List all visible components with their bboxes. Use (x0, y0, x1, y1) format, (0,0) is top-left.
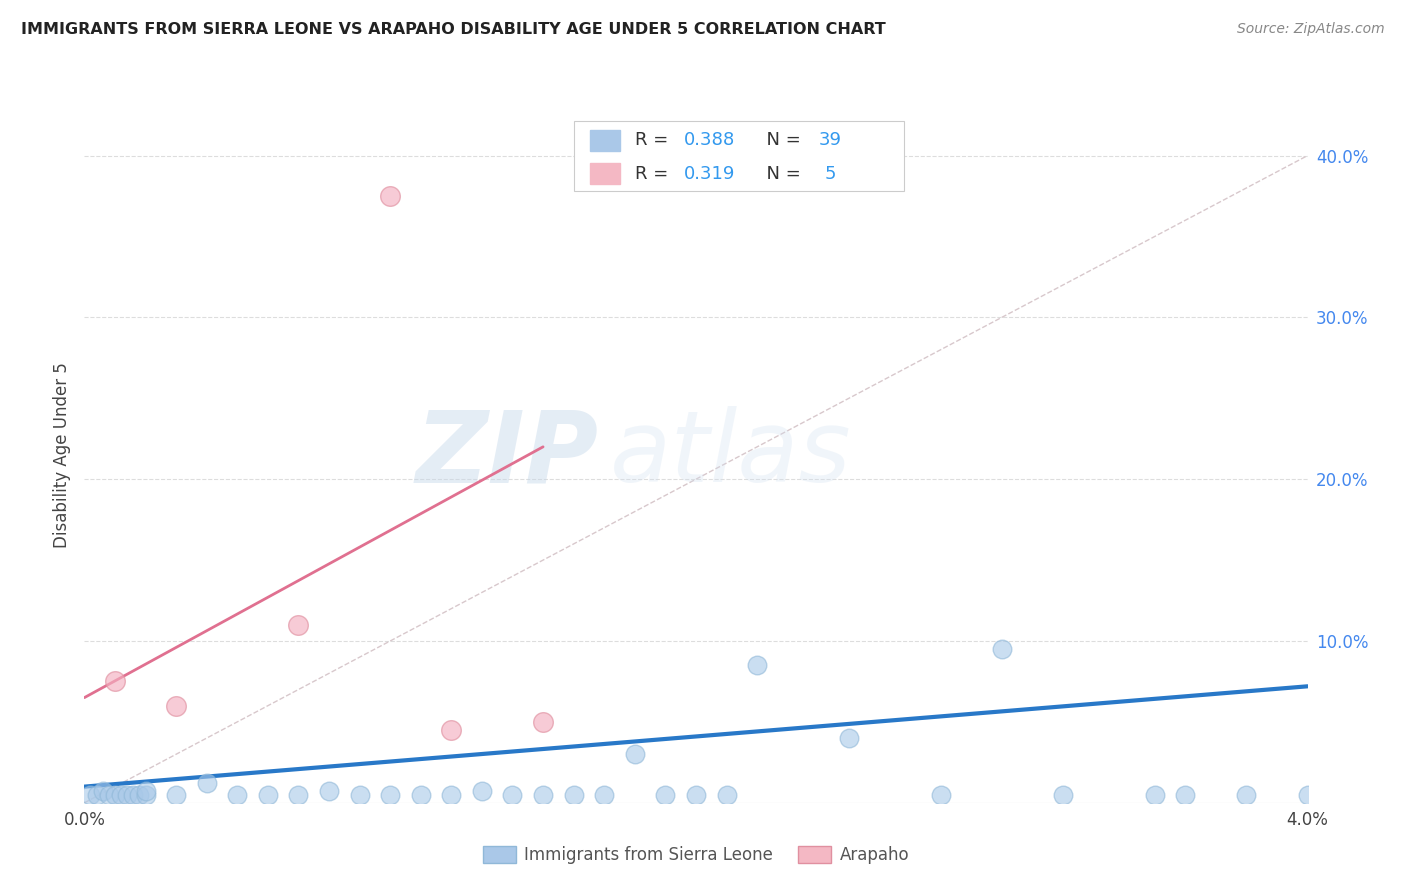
Point (287, 617, 309, 632)
Y-axis label: Disability Age Under 5: Disability Age Under 5 (53, 362, 72, 548)
Point (165, 788, 187, 802)
Point (165, 698, 187, 713)
Point (110, 788, 132, 802)
Point (115, 788, 138, 802)
Point (380, 189, 402, 203)
Point (593, 788, 616, 802)
Point (991, 642, 1014, 657)
Point (1236, 788, 1258, 802)
Point (79, 788, 101, 802)
Text: IMMIGRANTS FROM SIERRA LEONE VS ARAPAHO DISABILITY AGE UNDER 5 CORRELATION CHART: IMMIGRANTS FROM SIERRA LEONE VS ARAPAHO … (21, 22, 886, 37)
Point (287, 788, 309, 802)
Point (1174, 788, 1197, 802)
Text: N =: N = (755, 131, 806, 150)
Text: R =: R = (636, 165, 673, 183)
FancyBboxPatch shape (574, 121, 904, 191)
Text: 0.388: 0.388 (683, 131, 735, 150)
Text: atlas: atlas (610, 407, 852, 503)
Text: 39: 39 (818, 131, 841, 150)
Point (502, 788, 524, 802)
Point (91, 784, 114, 798)
Point (1143, 788, 1166, 802)
Text: N =: N = (755, 165, 806, 183)
Point (440, 723, 463, 737)
Point (128, 788, 150, 802)
Text: ZIP: ZIP (415, 407, 598, 503)
Point (104, 788, 127, 802)
Point (624, 747, 647, 762)
Text: R =: R = (636, 131, 673, 150)
Text: 0.319: 0.319 (683, 165, 735, 183)
Point (380, 788, 402, 802)
Legend: Immigrants from Sierra Leone, Arapaho: Immigrants from Sierra Leone, Arapaho (482, 846, 910, 864)
Text: 5: 5 (824, 165, 837, 183)
Point (97, 788, 120, 802)
Point (226, 788, 249, 802)
Point (838, 731, 860, 745)
Point (716, 788, 738, 802)
Point (929, 788, 952, 802)
Point (86, 788, 108, 802)
Point (685, 788, 707, 802)
Bar (589, 130, 620, 151)
Bar (589, 163, 620, 185)
Point (747, 658, 769, 673)
Point (195, 776, 218, 790)
Point (440, 788, 463, 802)
Point (471, 784, 494, 798)
Point (135, 788, 157, 802)
Point (562, 788, 585, 802)
Point (1296, 788, 1319, 802)
Point (122, 788, 145, 802)
Point (257, 788, 280, 802)
Point (531, 788, 554, 802)
Text: Source: ZipAtlas.com: Source: ZipAtlas.com (1237, 22, 1385, 37)
Point (1052, 788, 1074, 802)
Point (654, 788, 676, 802)
Point (318, 784, 340, 798)
Point (349, 788, 371, 802)
Point (409, 788, 432, 802)
Point (531, 714, 554, 729)
Point (104, 674, 127, 689)
Point (135, 784, 157, 798)
